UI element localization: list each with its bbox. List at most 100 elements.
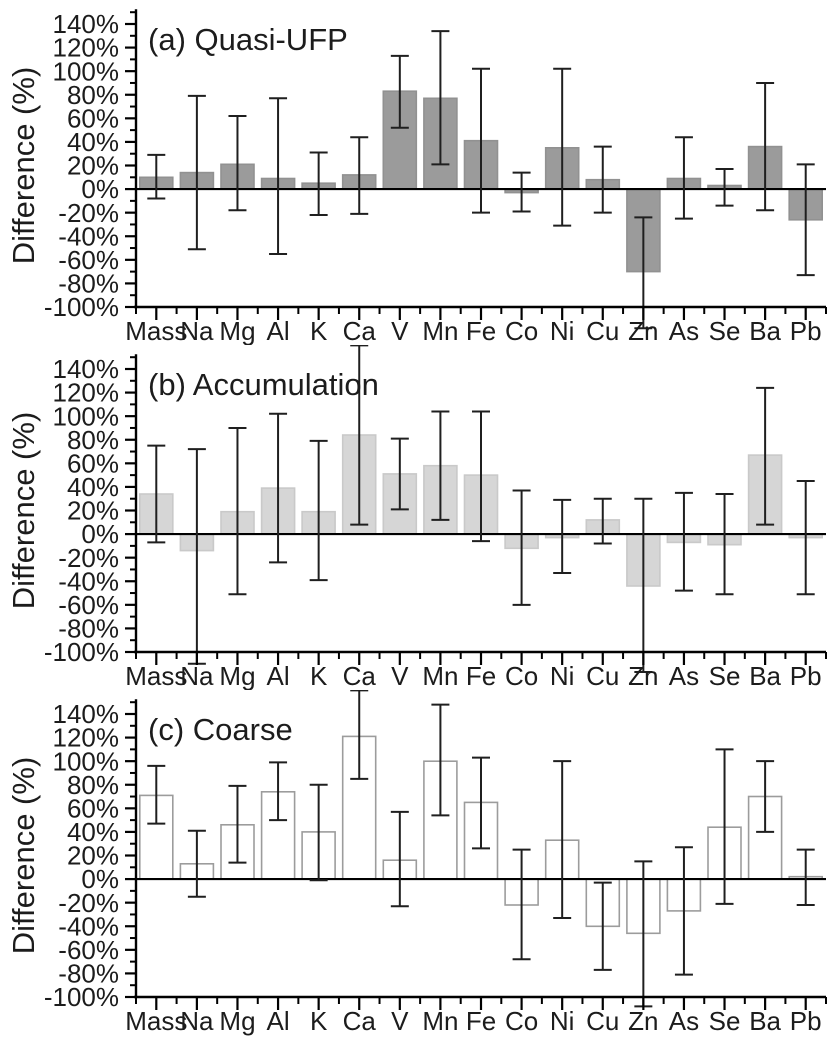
panel-coarse: 140% 120% 100% 80% 60% 40% 20% 0% -20% -40% -60% -8… [0,690,836,1050]
x-tick-label-Mg: Mg [219,1006,255,1036]
error-bar-V [390,54,409,129]
x-tick-label-Cu: Cu [586,316,619,345]
y-tick-label: -100% [44,982,119,1012]
y-tick-label: -80% [58,614,119,644]
y-axis-title: Difference (%) [6,412,41,610]
y-tick-label: 120% [53,378,120,408]
x-tick-label-Zn: Zn [628,1006,658,1036]
error-bar-K [309,439,328,582]
error-bar-Co [512,489,531,606]
x-tick-label-Se: Se [709,316,741,345]
y-tick-label: -60% [58,590,119,620]
y-tick-label: -80% [58,269,119,299]
x-tick-label-Ba: Ba [749,661,781,690]
y-tick-label: 120% [53,33,120,63]
y-axis-title: Difference (%) [6,67,41,265]
error-bar-Co [512,848,531,961]
chart-accumulation: 140%120%100%80%60%40%20%0%-20%-40%-60%-8… [6,345,827,690]
error-bar-Ca [350,136,369,215]
x-tick-label-Mn: Mn [422,1006,458,1036]
error-bar-Pb [796,480,815,596]
error-bar-Ba [756,760,775,833]
x-tick-label-Mn: Mn [422,661,458,690]
error-bar-Zn [634,497,653,674]
x-tick-label-Cu: Cu [586,661,619,690]
x-tick-label-Al: Al [266,316,289,345]
y-tick-label: 60% [67,793,119,823]
y-tick-label: 40% [67,472,119,502]
x-tick-label-V: V [391,661,409,690]
y-tick-label: -40% [58,911,119,941]
x-tick-label-Ba: Ba [749,316,781,345]
x-tick-label-Mass: Mass [125,316,187,345]
error-bar-Ca [350,345,369,526]
y-tick-label: 80% [67,770,119,800]
chart-quasi-ufp: 140%120%100%80%60%40%20%0%-20%-40%-60%-8… [6,9,827,345]
y-tick-label: 40% [67,817,119,847]
x-tick-label-Co: Co [505,661,538,690]
y-tick-label: 100% [53,401,120,431]
y-tick-label: -60% [58,935,119,965]
error-bar-Se [715,168,734,207]
y-tick-label: -80% [58,959,119,989]
y-tick-label: 20% [67,841,119,871]
x-tick-label-Mg: Mg [219,316,255,345]
error-bar-Cu [593,145,612,214]
x-tick-label-Se: Se [709,1006,741,1036]
error-bar-K [309,151,328,217]
error-bar-Ni [553,67,572,227]
y-tick-label: 80% [67,80,119,110]
y-tick-label: -40% [58,566,119,596]
x-tick-label-Al: Al [266,661,289,690]
panel-quasi-ufp: 140% 120% 100% 80% 60% 40% 20% 0% -20% -40% -60% -8… [0,0,836,345]
x-tick-label-As: As [669,661,699,690]
error-bar-Mass [147,764,166,825]
error-bar-Ba [756,386,775,526]
error-bar-Fe [472,67,490,214]
panel-title: (a) Quasi-UFP [148,22,348,57]
x-tick-label-Pb: Pb [790,1006,822,1036]
x-tick-label-Mg: Mg [219,661,255,690]
x-tick-label-K: K [310,316,328,345]
x-tick-label-Na: Na [180,1006,214,1036]
x-tick-label-Ba: Ba [749,1006,781,1036]
y-tick-label: 140% [53,354,120,384]
error-bar-V [390,810,409,908]
error-bar-Na [187,94,206,251]
x-tick-label-Co: Co [505,1006,538,1036]
error-bar-Cu [593,881,612,971]
x-tick-label-Al: Al [266,1006,289,1036]
error-bar-V [390,437,409,511]
y-tick-label: 120% [53,723,120,753]
x-tick-label-K: K [310,1006,328,1036]
y-tick-label: 0% [81,864,119,894]
error-bar-Pb [796,163,815,277]
error-bar-Se [715,748,734,905]
error-bar-Fe [472,410,490,543]
y-tick-label: -60% [58,245,119,275]
y-tick-label: 60% [67,448,119,478]
error-bar-Ni [553,760,572,919]
x-tick-label-Ca: Ca [343,1006,377,1036]
x-tick-label-Pb: Pb [790,661,822,690]
chart-coarse: 140%120%100%80%60%40%20%0%-20%-40%-60%-8… [6,690,827,1036]
x-tick-label-Ni: Ni [550,661,575,690]
y-tick-label: 40% [67,127,119,157]
x-tick-label-As: As [669,1006,699,1036]
error-bar-Al [269,412,288,564]
error-bar-Mg [228,114,247,212]
error-bar-Al [269,97,288,255]
y-tick-label: -20% [58,543,119,573]
panel-title: (c) Coarse [148,712,293,747]
x-tick-label-Zn: Zn [628,316,658,345]
x-tick-label-As: As [669,316,699,345]
error-bar-As [674,136,693,220]
y-tick-label: -100% [44,637,119,667]
y-tick-label: -40% [58,221,119,251]
error-bar-Mn [431,703,450,817]
error-bar-As [674,846,693,976]
x-tick-label-K: K [310,661,328,690]
x-tick-label-Se: Se [709,661,741,690]
panel-title: (b) Accumulation [148,367,379,402]
y-tick-label: 20% [67,496,119,526]
